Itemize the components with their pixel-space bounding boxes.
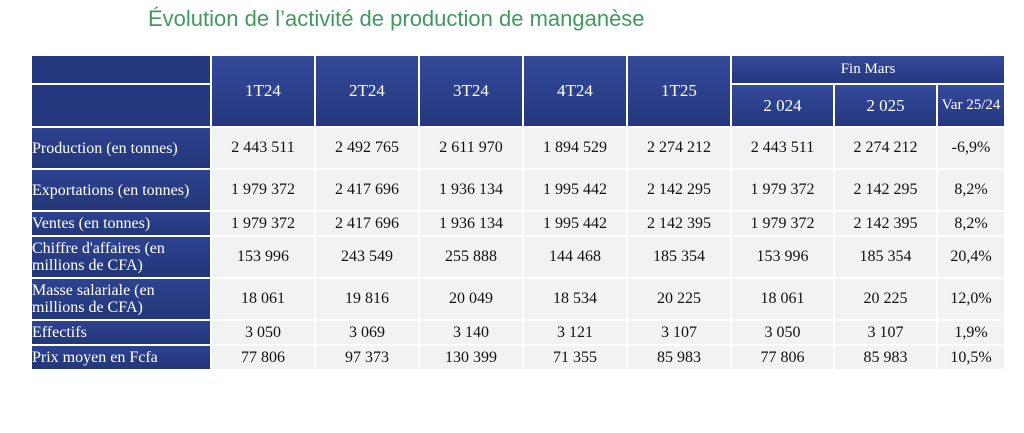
- table-row-exportations: Exportations (en tonnes) 1 979 372 2 417 6…: [30, 168, 1007, 212]
- table-cell: 2 274 212: [833, 126, 938, 170]
- table-cell: -6,9%: [935, 126, 1007, 170]
- table-cell: 71 355: [522, 344, 628, 371]
- row-label: Prix moyen en Fcfa: [30, 344, 212, 371]
- header-corner-top: [30, 54, 212, 85]
- table-cell: 2 142 395: [626, 210, 732, 237]
- row-label: Chiffre d'affaires (en millions de CFA): [30, 235, 212, 279]
- table-cell: 20 049: [418, 277, 524, 321]
- table-cell: 2 142 295: [626, 168, 732, 212]
- table-cell: 77 806: [210, 344, 316, 371]
- table-cell: 130 399: [418, 344, 524, 371]
- table-row-chiffre-affaires: Chiffre d'affaires (en millions de CFA) 1…: [30, 235, 1007, 279]
- table-cell: 20 225: [626, 277, 732, 321]
- table-cell: 2 142 395: [833, 210, 938, 237]
- table-cell: 20,4%: [935, 235, 1007, 279]
- table-cell: 153 996: [730, 235, 835, 279]
- table-cell: 19 816: [314, 277, 420, 321]
- table-cell: 2 417 696: [314, 168, 420, 212]
- table-cell: 1 936 134: [418, 168, 524, 212]
- table-row-prix-moyen: Prix moyen en Fcfa 77 806 97 373 130 399 71 …: [30, 344, 1007, 371]
- column-header-1t25: 1T25: [626, 54, 732, 128]
- table-cell: 18 534: [522, 277, 628, 321]
- table-cell: 243 549: [314, 235, 420, 279]
- column-group-fin-mars: Fin Mars: [729, 54, 1007, 85]
- row-label: Masse salariale (en millions de CFA): [30, 277, 212, 321]
- table-row-ventes: Ventes (en tonnes) 1 979 372 2 417 696 1 93…: [30, 210, 1007, 237]
- page-title: Évolution de l’activité de production de…: [148, 6, 645, 31]
- column-header-1t24: 1T24: [210, 54, 316, 128]
- row-label: Exportations (en tonnes): [30, 168, 212, 212]
- table-cell: 18 061: [210, 277, 316, 321]
- table-cell: 18 061: [730, 277, 835, 321]
- row-label: Ventes (en tonnes): [30, 210, 212, 237]
- table-cell: 3 140: [418, 319, 524, 346]
- table-cell: 8,2%: [935, 168, 1007, 212]
- table-cell: 2 417 696: [314, 210, 420, 237]
- table-row-masse-salariale: Masse salariale (en millions de CFA) 18 0…: [30, 277, 1007, 321]
- table-cell: 2 274 212: [626, 126, 732, 170]
- column-header-4t24: 4T24: [522, 54, 628, 128]
- table-cell: 3 069: [314, 319, 420, 346]
- table-cell: 1 894 529: [522, 126, 628, 170]
- table-cell: 3 050: [730, 319, 835, 346]
- table-cell: 85 983: [626, 344, 732, 371]
- table-cell: 2 443 511: [210, 126, 316, 170]
- table-cell: 185 354: [626, 235, 732, 279]
- column-header-2025: 2 025: [833, 83, 938, 128]
- column-header-2t24: 2T24: [314, 54, 420, 128]
- table-cell: 1 979 372: [210, 210, 316, 237]
- row-label: Effectifs: [30, 319, 212, 346]
- table-cell: 185 354: [833, 235, 938, 279]
- table-cell: 8,2%: [935, 210, 1007, 237]
- table-cell: 1 995 442: [522, 168, 628, 212]
- column-header-3t24: 3T24: [418, 54, 524, 128]
- table-cell: 2 492 765: [314, 126, 420, 170]
- table-cell: 3 107: [626, 319, 732, 346]
- table-cell: 1,9%: [935, 319, 1007, 346]
- table-cell: 153 996: [210, 235, 316, 279]
- manganese-production-table: 1T24 2T24 3T24 4T24 1T25 Fin Mars 2 024 …: [30, 54, 1007, 371]
- table-cell: 1 936 134: [418, 210, 524, 237]
- table-cell: 77 806: [730, 344, 835, 371]
- table-cell: 3 121: [522, 319, 628, 346]
- table-cell: 255 888: [418, 235, 524, 279]
- table-cell: 10,5%: [935, 344, 1007, 371]
- table-cell: 144 468: [522, 235, 628, 279]
- row-label: Production (en tonnes): [30, 126, 212, 170]
- table-cell: 85 983: [833, 344, 938, 371]
- table-cell: 2 443 511: [730, 126, 835, 170]
- table-cell: 20 225: [833, 277, 938, 321]
- table-cell: 2 611 970: [418, 126, 524, 170]
- table-row-effectifs: Effectifs 3 050 3 069 3 140 3 121 3 107 3 050 3…: [30, 319, 1007, 346]
- table-cell: 2 142 295: [833, 168, 938, 212]
- table-cell: 97 373: [314, 344, 420, 371]
- column-header-2024: 2 024: [730, 83, 835, 128]
- header-corner-bottom: [30, 83, 212, 128]
- table-cell: 1 979 372: [210, 168, 316, 212]
- table-cell: 3 107: [833, 319, 938, 346]
- column-header-var: Var 25/24: [935, 83, 1007, 128]
- table-cell: 1 995 442: [522, 210, 628, 237]
- table-cell: 1 979 372: [730, 168, 835, 212]
- table-cell: 12,0%: [935, 277, 1007, 321]
- table-cell: 1 979 372: [730, 210, 835, 237]
- table-row-production: Production (en tonnes) 2 443 511 2 492 765…: [30, 126, 1007, 170]
- table-cell: 3 050: [210, 319, 316, 346]
